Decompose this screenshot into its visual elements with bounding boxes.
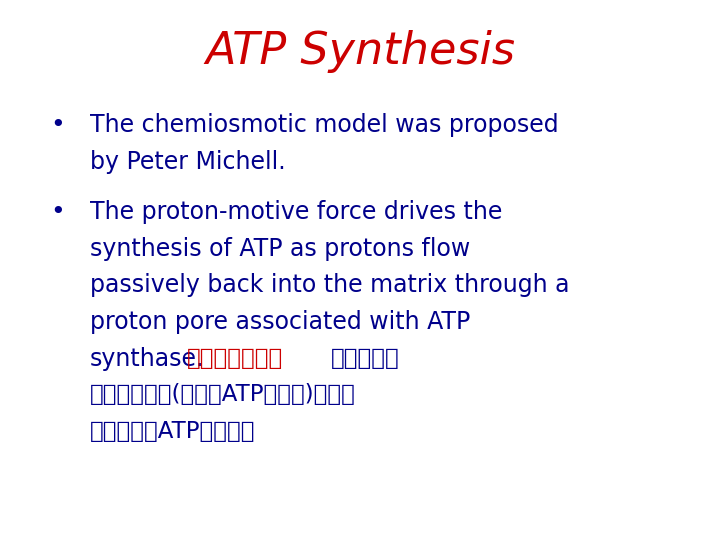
Text: The proton-motive force drives the: The proton-motive force drives the	[90, 200, 503, 224]
Text: synthase.: synthase.	[90, 347, 204, 370]
Text: ATP Synthesis: ATP Synthesis	[205, 30, 515, 73]
Text: •: •	[50, 113, 65, 137]
Text: synthesis of ATP as protons flow: synthesis of ATP as protons flow	[90, 237, 470, 260]
Text: proton pore associated with ATP: proton pore associated with ATP	[90, 310, 470, 334]
Text: by Peter Michell.: by Peter Michell.	[90, 150, 286, 174]
Text: 膜上的質子洞(是一個ATP合成酶)流回基: 膜上的質子洞(是一個ATP合成酶)流回基	[90, 383, 356, 407]
Text: 質，並偶合ATP的合成。: 質，並偶合ATP的合成。	[90, 420, 256, 443]
Text: The chemiosmotic model was proposed: The chemiosmotic model was proposed	[90, 113, 559, 137]
Text: passively back into the matrix through a: passively back into the matrix through a	[90, 273, 570, 297]
Text: 質子趨動力趨動: 質子趨動力趨動	[187, 347, 284, 370]
Text: 質子經由內: 質子經由內	[331, 347, 400, 370]
Text: •: •	[50, 200, 65, 224]
